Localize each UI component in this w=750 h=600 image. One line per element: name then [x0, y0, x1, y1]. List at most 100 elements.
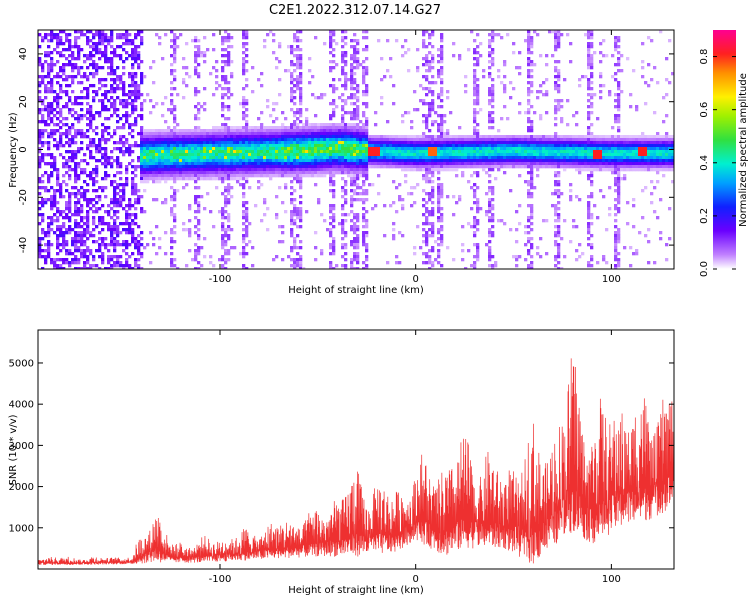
spectrogram-cell — [410, 120, 414, 124]
spectrogram-cell — [350, 174, 354, 178]
spectrogram-cell — [194, 66, 198, 70]
spectrogram-cell — [221, 210, 225, 214]
spectrogram-cell — [422, 150, 426, 154]
spectrogram-cell — [440, 195, 444, 199]
spectrogram-cell — [116, 33, 120, 37]
spectrogram-cell — [137, 33, 141, 37]
spectrogram-cell — [86, 42, 90, 46]
spectrogram-cell — [413, 90, 417, 94]
spectrogram-cell — [365, 159, 369, 163]
spectrogram-cell — [428, 90, 432, 94]
spectrogram-cell — [101, 129, 105, 133]
spectrogram-cell — [296, 177, 300, 181]
spectrogram-cell — [197, 195, 201, 199]
spectrogram-cell — [188, 132, 192, 136]
spectrogram-cell — [284, 150, 288, 154]
spectrogram-cell — [125, 150, 129, 154]
spectrogram-cell — [191, 177, 195, 181]
spectrogram-cell — [398, 147, 402, 151]
spectrogram-cell — [407, 153, 411, 157]
spectrogram-cell — [527, 240, 531, 244]
spectrogram-cell — [350, 114, 354, 118]
spectrogram-cell — [377, 141, 381, 145]
spectrogram-cell — [125, 114, 129, 118]
spectrogram-cell — [530, 150, 534, 154]
spectrogram-cell — [47, 243, 51, 247]
spectrogram-cell — [41, 117, 45, 121]
spectrogram-cell — [530, 213, 534, 217]
spectrogram-cell — [362, 216, 366, 220]
spectrogram-cell — [53, 114, 57, 118]
spectrogram-cell — [398, 144, 402, 148]
spectrogram-cell — [497, 150, 501, 154]
spectrogram-cell — [440, 156, 444, 160]
spectrogram-cell — [71, 228, 75, 232]
spectrogram-cell — [437, 93, 441, 97]
spectrogram-cell — [197, 108, 201, 112]
spectrogram-cell — [188, 159, 192, 163]
spectrogram-cell — [299, 90, 303, 94]
spectrogram-cell — [68, 159, 72, 163]
spectrogram-cell — [185, 144, 189, 148]
spectrogram-cell — [197, 135, 201, 139]
spectrogram-cell — [248, 171, 252, 175]
spectrogram-cell — [149, 165, 153, 169]
spectrogram-cell — [317, 174, 321, 178]
spectrogram-cell — [176, 189, 180, 193]
spectrogram-cell — [62, 162, 66, 166]
spectrogram-cell — [485, 156, 489, 160]
spectrogram-cell — [44, 261, 48, 265]
spectrogram-cell — [332, 129, 336, 133]
spectrogram-cell — [284, 186, 288, 190]
spectrogram-cell — [431, 168, 435, 172]
spectrogram-cell — [278, 168, 282, 172]
spectrogram-cell — [164, 174, 168, 178]
spectrogram-cell — [119, 195, 123, 199]
spectrogram-cell — [128, 228, 132, 232]
spectrogram-cell — [62, 123, 66, 127]
spectrogram-cell — [251, 153, 255, 157]
spectrogram-cell — [140, 255, 144, 259]
spectrogram-cell — [242, 87, 246, 91]
spectrogram-cell — [452, 258, 456, 262]
spectrogram-cell — [401, 150, 405, 154]
spectrogram-cell — [527, 252, 531, 256]
spectrogram-cell — [332, 162, 336, 166]
spectrogram-cell — [365, 144, 369, 148]
spectrogram-cell — [224, 234, 228, 238]
spectrogram-cell — [470, 147, 474, 151]
spectrogram-cell — [428, 105, 432, 109]
spectrogram-cell — [68, 42, 72, 46]
spectrogram-cell — [503, 162, 507, 166]
spectrogram-cell — [50, 204, 54, 208]
spectrogram-cell — [497, 144, 501, 148]
spectrogram-cell — [197, 186, 201, 190]
spectrogram-cell — [431, 120, 435, 124]
spectrogram-cell — [293, 153, 297, 157]
spectrogram-cell — [281, 150, 285, 154]
spectrogram-cell — [104, 78, 108, 82]
spectrogram-cell — [53, 96, 57, 100]
spectrogram-cell — [203, 159, 207, 163]
spectrogram-cell — [341, 195, 345, 199]
spectrogram-cell — [122, 36, 126, 40]
spectrogram-cell — [182, 171, 186, 175]
spectrogram-cell — [173, 126, 177, 130]
spectrogram-cell — [311, 168, 315, 172]
spectrogram-cell — [182, 144, 186, 148]
spectrogram-cell — [173, 231, 177, 235]
spectrogram-cell — [152, 135, 156, 139]
spectrogram-cell — [50, 165, 54, 169]
spectrogram-cell — [86, 108, 90, 112]
spectrogram-cell — [89, 108, 93, 112]
spectrogram-cell — [266, 138, 270, 142]
spectrogram-cell — [491, 135, 495, 139]
spectrogram-cell — [74, 237, 78, 241]
spectrogram-cell — [125, 222, 129, 226]
spectrogram-cell — [332, 123, 336, 127]
spectrogram-cell — [377, 144, 381, 148]
spectrogram-cell — [335, 144, 339, 148]
spectrogram-cell — [347, 171, 351, 175]
spectrogram-cell — [221, 192, 225, 196]
spectrogram-cell — [344, 213, 348, 217]
